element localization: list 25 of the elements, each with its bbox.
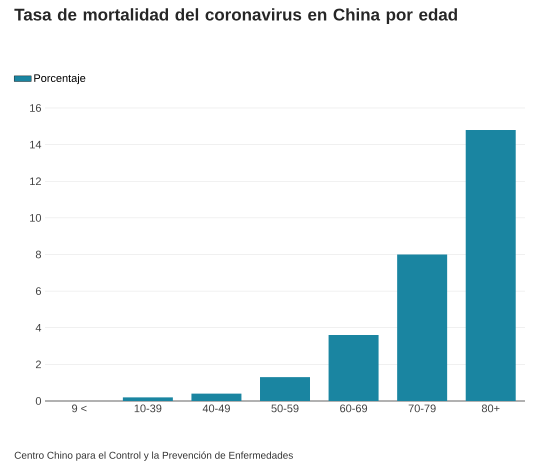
x-tick-label: 60-69 (340, 404, 368, 412)
chart-title: Tasa de mortalidad del coronavirus en China por edad (14, 8, 457, 24)
bar (328, 335, 379, 401)
y-tick-label: 16 (30, 104, 41, 112)
x-tick-label: 70-79 (408, 404, 436, 412)
y-tick-label: 8 (36, 250, 42, 258)
bar (122, 397, 173, 401)
x-tick-label: 40-49 (202, 404, 230, 412)
y-tick-label: 14 (30, 140, 42, 148)
y-tick-label: 4 (36, 324, 42, 332)
text: Centro Chino para el Control y la Prevención de Enfermedades (14, 451, 293, 461)
x-tick-label: 9 < (72, 404, 87, 412)
bar (191, 394, 242, 401)
x-tick-label: 50-59 (271, 404, 298, 412)
bar (260, 377, 310, 401)
y-tick-label: 6 (36, 287, 42, 295)
y-tick-label: 12 (30, 177, 41, 186)
y-tick-label: 10 (30, 214, 42, 222)
x-tick-label: 10-39 (134, 404, 162, 412)
bar (397, 254, 448, 401)
x-tick-label: 80+ (482, 404, 500, 412)
y-tick-label: 2 (36, 360, 41, 368)
bar (466, 130, 516, 401)
y-tick-label: 0 (36, 397, 42, 405)
legend-label: Porcentaje (34, 74, 86, 84)
